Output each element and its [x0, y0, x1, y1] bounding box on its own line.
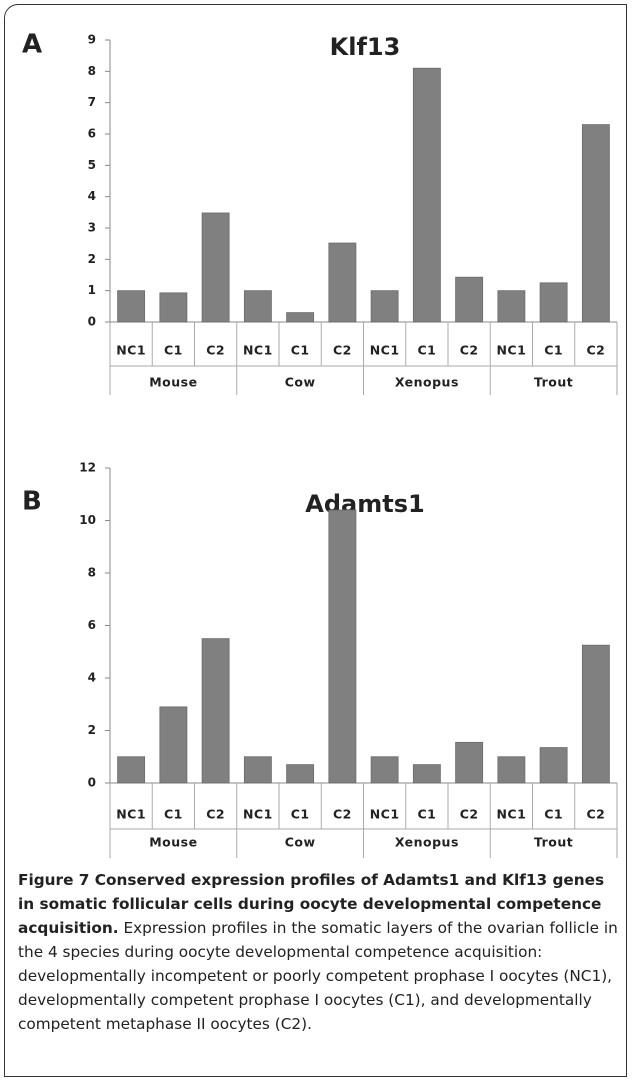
x-tick-label: NC1 — [243, 807, 273, 822]
group-label: Trout — [534, 375, 573, 390]
bar — [328, 242, 357, 323]
bar — [370, 290, 399, 323]
chart-title: Klf13 — [330, 33, 401, 61]
bar — [286, 312, 315, 323]
x-tick-label: NC1 — [496, 343, 526, 358]
y-tick-label: 3 — [88, 221, 96, 235]
y-tick-label: 1 — [88, 283, 96, 297]
x-tick-label: NC1 — [370, 807, 400, 822]
x-tick-label: C2 — [206, 343, 225, 358]
y-tick-label: 6 — [88, 127, 96, 141]
x-tick-label: C1 — [291, 807, 310, 822]
group-label: Xenopus — [395, 835, 459, 850]
bar — [539, 282, 568, 323]
x-tick-label: C2 — [333, 807, 352, 822]
group-label: Mouse — [149, 835, 197, 850]
x-tick-label: C2 — [586, 343, 605, 358]
caption-text: Expression profiles in the somatic layer… — [18, 919, 618, 1033]
y-tick-label: 4 — [88, 671, 96, 685]
y-tick-label: 7 — [88, 95, 96, 109]
bar — [286, 764, 315, 784]
bar — [412, 764, 441, 784]
x-tick-label: C1 — [544, 807, 563, 822]
bar — [243, 290, 272, 323]
figure-frame — [4, 4, 627, 1077]
y-tick-label: 4 — [88, 189, 96, 203]
bar — [117, 756, 146, 784]
caption-title: Figure 7 Conserved expression profiles o… — [18, 871, 605, 937]
bar — [581, 644, 610, 784]
bar — [455, 276, 484, 323]
x-tick-label: C2 — [460, 807, 479, 822]
bar — [159, 706, 188, 784]
bar — [243, 756, 272, 784]
x-tick-label: C2 — [206, 807, 225, 822]
panel-label: B — [22, 487, 42, 517]
x-tick-label: C2 — [460, 343, 479, 358]
x-tick-label: C1 — [291, 343, 310, 358]
y-tick-label: 0 — [88, 315, 96, 329]
x-tick-label: C1 — [164, 807, 183, 822]
x-tick-label: NC1 — [116, 807, 146, 822]
bar — [581, 124, 610, 323]
y-tick-label: 2 — [88, 723, 96, 737]
y-tick-label: 5 — [88, 158, 96, 172]
group-label: Xenopus — [395, 375, 459, 390]
bar — [539, 747, 568, 784]
group-label: Cow — [285, 375, 316, 390]
x-tick-label: C1 — [417, 343, 436, 358]
bar — [412, 67, 441, 323]
y-tick-label: 8 — [88, 64, 96, 78]
bar — [497, 290, 526, 323]
x-tick-label: C1 — [544, 343, 563, 358]
y-tick-label: 8 — [88, 566, 96, 580]
x-tick-label: C2 — [333, 343, 352, 358]
bar — [455, 741, 484, 784]
caption: Figure 7 Conserved expression profiles o… — [18, 868, 618, 1036]
bar — [117, 290, 146, 323]
x-tick-label: C1 — [417, 807, 436, 822]
x-tick-label: C1 — [164, 343, 183, 358]
y-tick-label: 12 — [79, 461, 96, 475]
bar — [201, 212, 230, 323]
group-label: Trout — [534, 835, 573, 850]
x-tick-label: C2 — [586, 807, 605, 822]
bar — [497, 756, 526, 784]
panel-label: A — [22, 30, 42, 60]
bar — [370, 756, 399, 784]
chart-title: Adamts1 — [305, 490, 424, 518]
x-tick-label: NC1 — [116, 343, 146, 358]
y-tick-label: 2 — [88, 252, 96, 266]
group-label: Cow — [285, 835, 316, 850]
y-tick-label: 10 — [79, 513, 96, 527]
group-label: Mouse — [149, 375, 197, 390]
x-tick-label: NC1 — [243, 343, 273, 358]
bar — [159, 292, 188, 323]
y-tick-label: 6 — [88, 618, 96, 632]
bar — [201, 638, 230, 784]
bar — [328, 509, 357, 784]
x-tick-label: NC1 — [496, 807, 526, 822]
x-tick-label: NC1 — [370, 343, 400, 358]
y-tick-label: 0 — [88, 776, 96, 790]
y-tick-label: 9 — [88, 33, 96, 47]
